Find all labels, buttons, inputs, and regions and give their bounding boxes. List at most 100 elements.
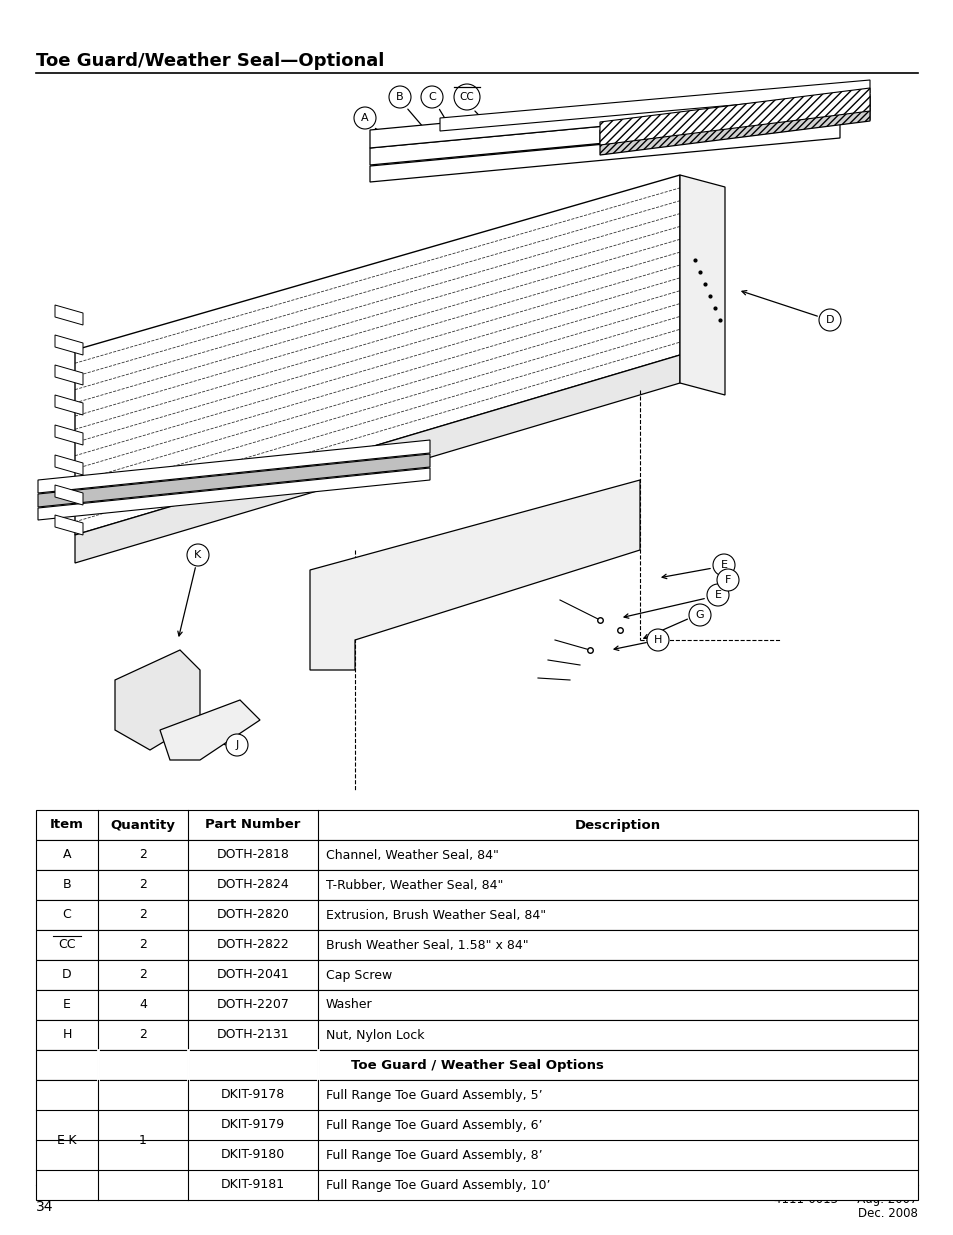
Text: H: H	[653, 635, 661, 645]
Text: DOTH-2820: DOTH-2820	[216, 909, 289, 921]
Circle shape	[420, 86, 442, 107]
Text: 1: 1	[139, 1134, 147, 1146]
Text: Full Range Toe Guard Assembly, 6’: Full Range Toe Guard Assembly, 6’	[326, 1119, 542, 1131]
Polygon shape	[55, 335, 83, 354]
Text: 4: 4	[139, 999, 147, 1011]
Bar	[36, 810, 917, 840]
Text: Brush Weather Seal, 1.58" x 84": Brush Weather Seal, 1.58" x 84"	[326, 939, 528, 951]
Polygon shape	[160, 700, 260, 760]
Text: T-Rubber, Weather Seal, 84": T-Rubber, Weather Seal, 84"	[326, 878, 503, 892]
Polygon shape	[115, 650, 200, 750]
Text: DKIT-9180: DKIT-9180	[221, 1149, 285, 1161]
Circle shape	[389, 86, 411, 107]
Polygon shape	[55, 366, 83, 385]
Text: DKIT-9178: DKIT-9178	[221, 1088, 285, 1102]
Circle shape	[187, 543, 209, 566]
Text: Dec. 2008: Dec. 2008	[858, 1207, 917, 1220]
Polygon shape	[38, 440, 430, 493]
Circle shape	[454, 84, 479, 110]
Circle shape	[646, 629, 668, 651]
Text: 34: 34	[36, 1200, 53, 1214]
Text: E: E	[63, 999, 71, 1011]
Text: Full Range Toe Guard Assembly, 5’: Full Range Toe Guard Assembly, 5’	[326, 1088, 542, 1102]
Text: H: H	[62, 1029, 71, 1041]
Text: F: F	[724, 576, 730, 585]
Bar	[36, 900, 917, 930]
Circle shape	[712, 555, 734, 576]
Text: C: C	[428, 91, 436, 103]
Text: G: G	[695, 610, 703, 620]
Polygon shape	[599, 88, 869, 144]
Circle shape	[226, 734, 248, 756]
Text: K: K	[194, 550, 201, 559]
Text: B: B	[395, 91, 403, 103]
Polygon shape	[439, 80, 869, 131]
Polygon shape	[310, 480, 639, 671]
Text: J: J	[235, 740, 238, 750]
Text: DOTH-2818: DOTH-2818	[216, 848, 289, 862]
Text: Item: Item	[50, 819, 84, 831]
Text: E: E	[714, 590, 720, 600]
Text: CC: CC	[459, 91, 474, 103]
Text: CC: CC	[58, 939, 75, 951]
Text: Quantity: Quantity	[111, 819, 175, 831]
Circle shape	[717, 569, 739, 592]
Text: Toe Guard/Weather Seal—Optional: Toe Guard/Weather Seal—Optional	[36, 52, 384, 70]
Text: DOTH-2041: DOTH-2041	[216, 968, 289, 982]
Text: A: A	[63, 848, 71, 862]
Text: DOTH-2207: DOTH-2207	[216, 999, 289, 1011]
Text: A: A	[361, 112, 369, 124]
Polygon shape	[599, 96, 869, 156]
Polygon shape	[55, 454, 83, 475]
Polygon shape	[55, 305, 83, 325]
Bar	[36, 960, 917, 990]
Bar	[36, 840, 917, 869]
Text: Toe Guard / Weather Seal Options: Toe Guard / Weather Seal Options	[350, 1058, 603, 1072]
Text: DOTH-2824: DOTH-2824	[216, 878, 289, 892]
Bar	[36, 869, 917, 900]
Bar	[36, 1050, 917, 1079]
Polygon shape	[55, 515, 83, 535]
Text: Description: Description	[575, 819, 660, 831]
Polygon shape	[38, 468, 430, 520]
Polygon shape	[75, 175, 679, 535]
Circle shape	[354, 107, 375, 128]
Text: Washer: Washer	[326, 999, 373, 1011]
Text: E: E	[720, 559, 727, 571]
Text: D: D	[825, 315, 833, 325]
Text: 4111-0013 — Aug. 2007: 4111-0013 — Aug. 2007	[774, 1193, 917, 1207]
Polygon shape	[75, 354, 679, 563]
Polygon shape	[55, 395, 83, 415]
Text: DOTH-2822: DOTH-2822	[216, 939, 289, 951]
Text: Extrusion, Brush Weather Seal, 84": Extrusion, Brush Weather Seal, 84"	[326, 909, 545, 921]
Text: DKIT-9181: DKIT-9181	[221, 1178, 285, 1192]
Text: Part Number: Part Number	[205, 819, 300, 831]
Text: Full Range Toe Guard Assembly, 10’: Full Range Toe Guard Assembly, 10’	[326, 1178, 550, 1192]
Polygon shape	[370, 104, 840, 165]
Polygon shape	[439, 94, 869, 144]
Circle shape	[688, 604, 710, 626]
Polygon shape	[439, 107, 869, 158]
Text: 2: 2	[139, 878, 147, 892]
Text: 2: 2	[139, 1029, 147, 1041]
Circle shape	[706, 584, 728, 606]
Polygon shape	[370, 86, 840, 148]
Bar	[36, 930, 917, 960]
Polygon shape	[55, 425, 83, 445]
Circle shape	[818, 309, 841, 331]
Polygon shape	[38, 454, 430, 508]
Text: DOTH-2131: DOTH-2131	[216, 1029, 289, 1041]
Text: 2: 2	[139, 939, 147, 951]
Text: 2: 2	[139, 909, 147, 921]
Text: Nut, Nylon Lock: Nut, Nylon Lock	[326, 1029, 424, 1041]
Text: D: D	[62, 968, 71, 982]
Polygon shape	[679, 175, 724, 395]
Text: 2: 2	[139, 968, 147, 982]
Text: Full Range Toe Guard Assembly, 8’: Full Range Toe Guard Assembly, 8’	[326, 1149, 542, 1161]
Text: E-K: E-K	[56, 1134, 77, 1146]
Polygon shape	[370, 122, 840, 182]
Text: Channel, Weather Seal, 84": Channel, Weather Seal, 84"	[326, 848, 498, 862]
Text: B: B	[63, 878, 71, 892]
Text: 2: 2	[139, 848, 147, 862]
Bar	[36, 990, 917, 1020]
